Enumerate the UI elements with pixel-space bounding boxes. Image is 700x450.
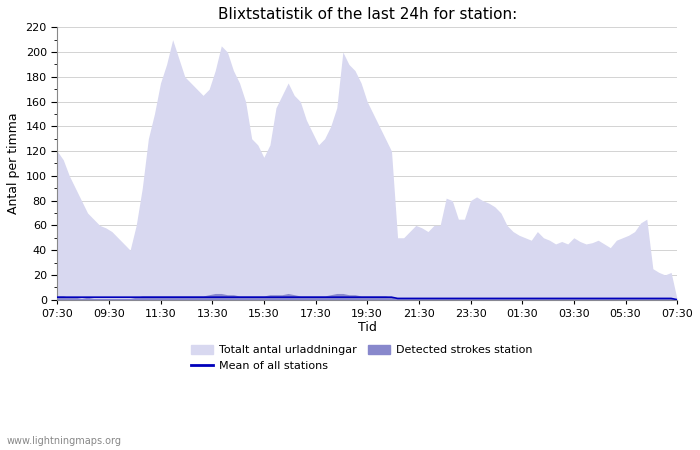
Text: www.lightningmaps.org: www.lightningmaps.org bbox=[7, 436, 122, 446]
X-axis label: Tid: Tid bbox=[358, 321, 377, 334]
Title: Blixtstatistik of the last 24h for station:: Blixtstatistik of the last 24h for stati… bbox=[218, 7, 517, 22]
Y-axis label: Antal per timma: Antal per timma bbox=[7, 112, 20, 214]
Legend: Totalt antal urladdningar, Mean of all stations, Detected strokes station: Totalt antal urladdningar, Mean of all s… bbox=[187, 341, 536, 376]
